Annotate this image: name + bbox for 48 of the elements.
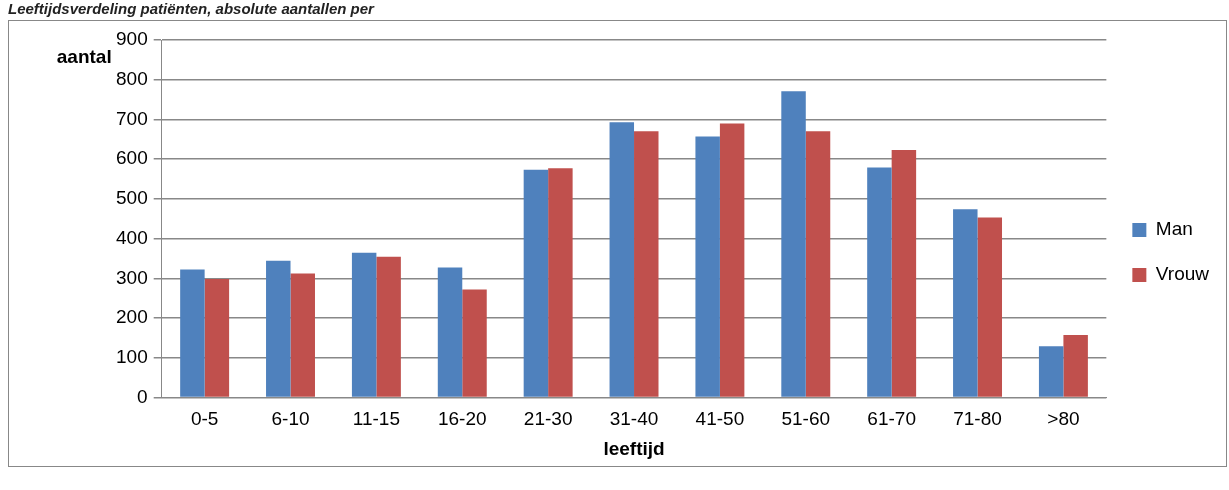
bar [891,150,917,397]
y-tick-label: 700 [116,107,148,129]
y-tick-label: 400 [116,226,148,248]
y-tick-label: 200 [116,306,148,328]
bar [805,131,831,397]
bar [548,168,573,397]
bar [180,269,205,397]
x-tick-label: >80 [1047,408,1080,430]
bar [609,122,635,397]
x-tick-label: 31-40 [609,408,659,430]
bar [290,273,315,397]
y-tick-label: 900 [116,28,148,50]
bar [1038,346,1064,397]
x-tick-label: 0-5 [190,408,219,430]
bar [953,209,978,397]
x-tick-label: 51-60 [781,408,831,430]
bar [523,169,549,397]
legend-label: Man [1155,218,1193,240]
bar [867,167,892,397]
x-tick-label: 71-80 [953,408,1002,430]
y-tick-label: 0 [137,385,148,407]
bar [266,260,291,397]
y-tick-label: 500 [116,187,148,209]
bar [781,91,806,397]
x-tick-label: 61-70 [867,408,916,430]
bar [977,217,1003,397]
y-tick-label: 300 [116,266,148,288]
chart-title: Leeftijdsverdeling patiënten, absolute aantallen per [8,0,374,17]
y-tick-label: 600 [116,147,148,169]
bar [719,123,745,397]
bar [437,267,463,397]
x-axis-title: leeftijd [603,437,665,459]
bar [695,136,720,397]
bar [351,252,377,397]
x-tick-label: 11-15 [352,408,400,430]
x-tick-label: 6-10 [271,408,310,430]
y-tick-label: 100 [116,345,148,367]
bar [376,256,401,397]
bar [634,131,659,397]
y-axis-title: aantal [56,46,112,68]
legend-label: Vrouw [1155,263,1210,285]
x-tick-label: 41-50 [695,408,745,430]
bar [462,289,487,397]
x-tick-label: 21-30 [523,408,573,430]
y-tick-label: 800 [116,67,148,89]
bar [204,279,230,397]
bar [1063,335,1088,397]
x-tick-label: 16-20 [437,408,487,430]
